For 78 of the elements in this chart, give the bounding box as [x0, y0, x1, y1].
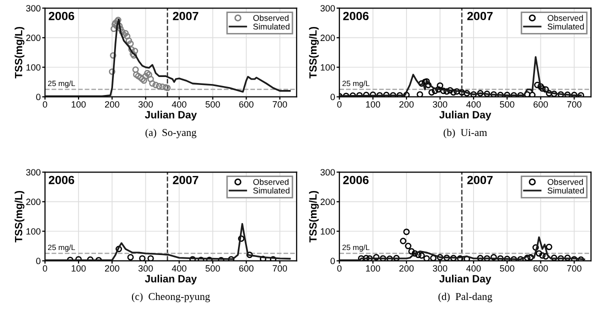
x-tick-label: 300: [138, 265, 153, 272]
x-tick-label: 0: [337, 265, 342, 272]
x-axis-title: Julian Day: [144, 110, 197, 120]
x-tick-label: 200: [105, 265, 120, 272]
line-series: [45, 223, 291, 261]
legend-label: Simulated: [253, 187, 290, 194]
x-tick-label: 400: [172, 265, 186, 272]
y-tick-label: 300: [320, 169, 335, 176]
x-tick-label: 0: [42, 101, 48, 108]
x-tick-label: 500: [500, 265, 514, 272]
y-tick-label: 100: [26, 228, 40, 235]
x-tick-label: 600: [534, 265, 548, 272]
y-axis-title: TSS(mg/L): [14, 26, 24, 78]
x-tick-label: 600: [534, 101, 548, 108]
x-tick-label: 300: [432, 265, 448, 272]
y-tick-label: 200: [26, 34, 40, 42]
annotation: 2007: [172, 12, 198, 20]
legend-label: Observed: [548, 14, 583, 21]
line-series: [339, 236, 586, 261]
x-tick-label: 200: [399, 265, 414, 272]
text: (c) Cheong-pyung: [132, 292, 210, 302]
x-tick-label: 500: [206, 265, 220, 272]
x-tick-label: 500: [206, 101, 220, 108]
x-tick-label: 400: [466, 265, 481, 272]
y-tick-label: 300: [26, 169, 40, 176]
x-tick-label: 0: [337, 101, 342, 108]
x-tick-label: 600: [239, 265, 254, 272]
x-axis-title: Julian Day: [144, 274, 197, 284]
x-tick-label: 600: [239, 101, 254, 108]
text: (a) So-yang: [146, 128, 196, 138]
x-tick-label: 700: [272, 265, 288, 272]
legend-label: Simulated: [548, 187, 584, 194]
y-tick-label: 200: [26, 198, 40, 206]
x-tick-label: 400: [466, 101, 481, 108]
legend-label: Simulated: [253, 23, 290, 30]
annotation: 2007: [467, 176, 493, 184]
legend-label: Observed: [253, 178, 288, 185]
y-tick-label: 0: [36, 94, 40, 100]
x-tick-label: 700: [567, 265, 582, 272]
legend-label: Simulated: [548, 23, 584, 30]
annotation: 2006: [48, 176, 74, 184]
x-tick-label: 200: [399, 101, 414, 108]
y-tick-label: 0: [330, 94, 335, 100]
x-tick-label: 100: [72, 101, 86, 108]
x-tick-label: 300: [432, 101, 448, 108]
annotation: 2006: [343, 12, 369, 20]
annotation: 2006: [343, 176, 369, 184]
x-tick-label: 700: [567, 101, 582, 108]
annotation: 2006: [48, 12, 74, 20]
y-tick-label: 300: [26, 5, 40, 12]
y-axis-title: TSS(mg/L): [309, 190, 319, 242]
y-tick-label: 0: [330, 258, 335, 264]
y-axis-title: TSS(mg/L): [14, 190, 24, 242]
x-tick-label: 100: [366, 265, 380, 272]
x-tick-label: 400: [172, 101, 186, 108]
text: (b) Ui-am: [444, 128, 488, 138]
y-axis-title: TSS(mg/L): [309, 26, 319, 78]
y-tick-label: 100: [320, 64, 335, 71]
y-tick-label: 200: [320, 198, 335, 206]
legend-label: Observed: [548, 178, 583, 185]
x-tick-label: 300: [138, 101, 153, 108]
x-axis-title: Julian Day: [439, 274, 492, 284]
x-tick-label: 700: [272, 101, 288, 108]
annotation: 2007: [172, 176, 198, 184]
y-tick-label: 100: [26, 64, 40, 71]
text: (d) Pal-dang: [438, 292, 492, 302]
x-tick-label: 500: [500, 101, 514, 108]
y-tick-label: 300: [320, 5, 335, 12]
y-tick-label: 0: [36, 258, 40, 264]
y-tick-label: 200: [320, 34, 335, 42]
legend-label: Observed: [253, 14, 288, 21]
x-tick-label: 0: [42, 265, 48, 272]
x-tick-label: 200: [105, 101, 120, 108]
x-axis-title: Julian Day: [439, 110, 492, 120]
x-tick-label: 100: [366, 101, 380, 108]
y-tick-label: 100: [320, 228, 335, 235]
annotation: 2007: [467, 12, 493, 20]
x-tick-label: 100: [72, 265, 86, 272]
